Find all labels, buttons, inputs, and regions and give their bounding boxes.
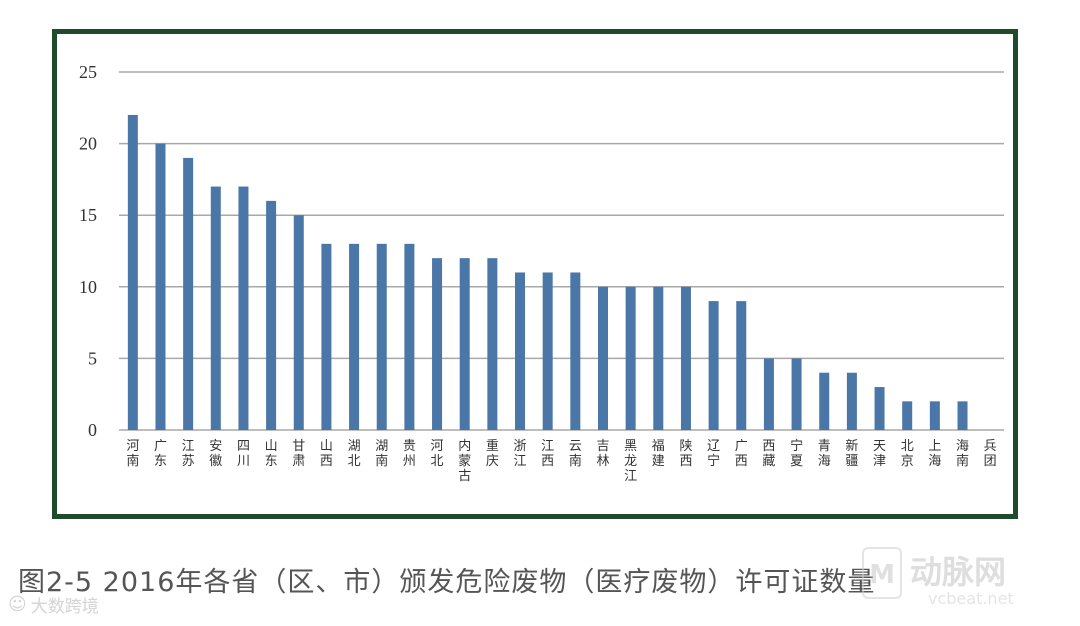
x-category-label: 福建 — [652, 439, 665, 469]
x-category-label: 北京 — [901, 439, 914, 469]
x-category-label: 青海 — [818, 439, 831, 469]
watermark-right-url: vcbeat.net — [928, 589, 1014, 608]
x-category-label: 陕西 — [679, 439, 692, 469]
bar — [349, 243, 360, 430]
vcbeat-logo-icon: M — [862, 547, 902, 599]
watermark-left-text: 大数跨境 — [30, 597, 99, 617]
bar — [515, 272, 526, 430]
x-category-label: 江苏 — [182, 439, 195, 469]
bar — [846, 372, 857, 430]
bar — [929, 401, 940, 430]
y-tick-label: 15 — [79, 205, 97, 225]
bar — [266, 200, 277, 430]
x-category-label: 甘肃 — [292, 439, 305, 469]
bar — [708, 301, 719, 430]
y-tick-label: 10 — [79, 277, 97, 297]
x-category-label: 西藏 — [762, 439, 775, 469]
bar — [653, 286, 664, 430]
bar — [293, 215, 304, 430]
x-category-label: 兵团 — [984, 439, 997, 469]
x-category-label: 宁夏 — [790, 438, 803, 469]
chart-frame: 0 5 10 15 20 25 河南 广东 江苏 安徽 四川 山东 甘肃 山西 湖北 湖南 贵州 河北 内蒙古 重庆浙… — [52, 29, 1018, 519]
bar — [183, 157, 194, 431]
bar — [238, 186, 249, 430]
bar — [459, 258, 470, 430]
bar — [736, 301, 747, 430]
x-category-label: 吉林 — [596, 439, 609, 469]
bar — [487, 258, 498, 430]
x-category-label: 新疆 — [845, 438, 858, 469]
y-tick-label: 25 — [79, 62, 97, 82]
x-category-label: 上海 — [928, 439, 941, 469]
x-category-label: 山西 — [320, 439, 333, 469]
x-category-label: 黑龙江 — [624, 439, 637, 484]
x-category-label: 重庆 — [486, 438, 499, 469]
bar — [902, 401, 913, 430]
bar — [763, 358, 774, 430]
y-tick-label: 5 — [88, 348, 97, 368]
bar — [957, 401, 968, 430]
bar — [570, 272, 581, 430]
x-category-label: 内蒙古 — [458, 438, 471, 484]
bar — [791, 358, 802, 430]
x-category-label: 辽宁 — [707, 439, 720, 469]
watermark-right-name: 动脉网 — [910, 553, 1007, 591]
x-category-label: 云南 — [569, 439, 582, 469]
bar — [404, 243, 415, 430]
x-category-label: 广西 — [735, 439, 748, 469]
x-category-label: 海南 — [956, 439, 969, 469]
y-tick-label: 20 — [79, 134, 97, 154]
x-category-label: 湖南 — [375, 439, 388, 469]
bar — [680, 286, 691, 430]
x-category-label: 贵州 — [403, 439, 416, 469]
watermark-right: M 动脉网 vcbeat.net — [862, 545, 1062, 615]
x-category-label: 四川 — [237, 439, 250, 469]
x-category-label: 江西 — [541, 439, 554, 469]
bar — [321, 243, 332, 430]
watermark-left: ☺ 大数跨境 — [8, 592, 99, 617]
bar — [625, 286, 636, 430]
figure-caption: 图2-5 2016年各省（区、市）颁发危险废物（医疗废物）许可证数量 — [18, 567, 876, 598]
bar — [819, 372, 830, 430]
bar — [376, 243, 387, 430]
x-category-label: 浙江 — [514, 439, 527, 469]
bar — [210, 186, 221, 430]
bar — [874, 387, 885, 430]
bar — [597, 286, 608, 430]
wechat-icon: ☺ — [8, 594, 27, 615]
x-category-label: 湖北 — [348, 439, 361, 469]
bar — [127, 114, 138, 431]
x-category-label: 广东 — [154, 439, 167, 469]
y-tick-label: 0 — [88, 420, 97, 440]
x-category-label: 河南 — [126, 439, 139, 469]
bar — [542, 272, 553, 430]
bar — [155, 143, 166, 430]
bar — [432, 258, 443, 430]
x-category-label: 河北 — [431, 439, 444, 469]
x-category-label: 天津 — [873, 439, 886, 469]
x-category-label: 安徽 — [209, 439, 222, 469]
x-category-label: 山东 — [265, 439, 278, 469]
